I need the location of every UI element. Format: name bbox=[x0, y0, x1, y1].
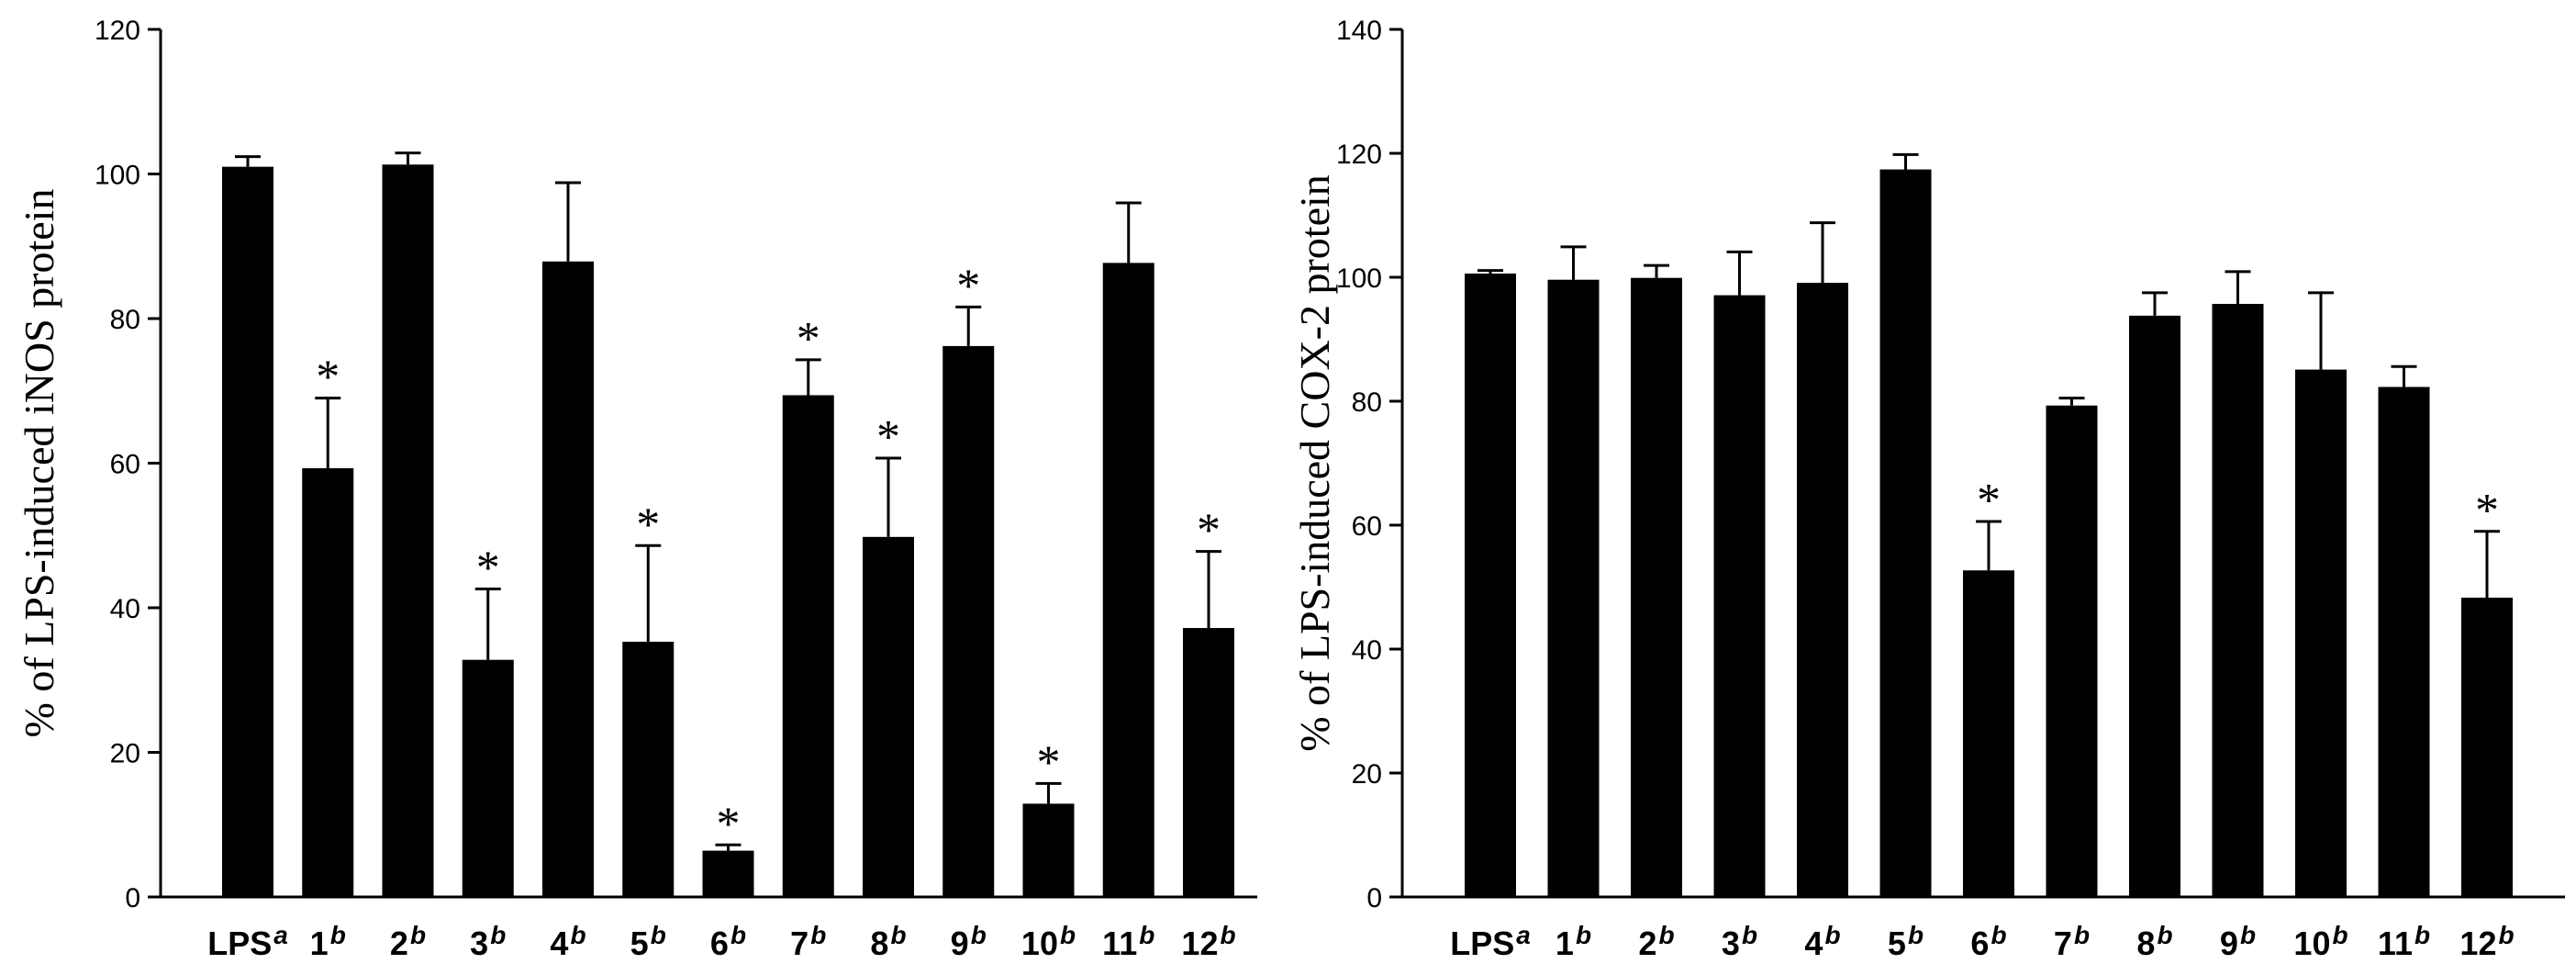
x-tick-label: 8b bbox=[2136, 921, 2172, 962]
bar bbox=[2046, 405, 2098, 898]
panel-inos: 0 20 40 60 80 100 120 % of LPS-induced iNOS pro… bbox=[16, 16, 1257, 962]
x-tick-label: 11b bbox=[1102, 921, 1154, 962]
x-tick-label: 3b bbox=[1722, 921, 1757, 962]
bar bbox=[2378, 387, 2430, 898]
bar bbox=[1631, 277, 1682, 897]
bar bbox=[863, 536, 914, 897]
x-tick-label: 9b bbox=[951, 921, 987, 962]
bar bbox=[2212, 304, 2264, 897]
significance-marker: * bbox=[636, 499, 660, 551]
x-tick-label: 6b bbox=[710, 921, 746, 962]
significance-marker: * bbox=[876, 411, 900, 464]
bar bbox=[542, 261, 594, 898]
bar bbox=[1465, 273, 1516, 897]
x-tick-label: 12b bbox=[1181, 921, 1235, 962]
bar bbox=[1022, 803, 1075, 897]
x-tick-label: 4b bbox=[1804, 921, 1840, 962]
significance-marker: * bbox=[1977, 475, 2001, 527]
y-tick-label: 100 bbox=[95, 161, 140, 191]
bar bbox=[942, 345, 995, 897]
bar bbox=[1797, 283, 1848, 897]
x-tick-label: 9b bbox=[2220, 921, 2256, 962]
x-tick-label: 3b bbox=[470, 921, 506, 962]
y-tick-label: 120 bbox=[1336, 140, 1382, 170]
bar bbox=[382, 164, 434, 897]
x-tick-label: 2b bbox=[1638, 921, 1674, 962]
y-tick-label: 0 bbox=[1366, 883, 1382, 913]
x-tick-label: 1b bbox=[1556, 921, 1591, 962]
x-tick-label: 11b bbox=[2378, 921, 2430, 962]
y-tick-label: 60 bbox=[1352, 511, 1382, 542]
significance-marker: * bbox=[717, 798, 741, 850]
bar bbox=[302, 468, 354, 897]
significance-marker: * bbox=[316, 352, 340, 404]
x-tick-label: LPSa bbox=[1450, 921, 1531, 962]
x-tick-label: 10b bbox=[1021, 921, 1076, 962]
x-tick-label: 10b bbox=[2293, 921, 2347, 962]
bar bbox=[1102, 263, 1154, 897]
significance-marker: * bbox=[1197, 505, 1221, 557]
x-tick-label: 7b bbox=[2054, 921, 2090, 962]
bar bbox=[702, 850, 754, 897]
y-tick-label: 80 bbox=[110, 305, 140, 335]
x-tick-label: LPSa bbox=[207, 921, 288, 962]
bar bbox=[1879, 169, 1932, 898]
x-tick-label: 5b bbox=[1888, 921, 1924, 962]
significance-marker: * bbox=[476, 543, 500, 595]
bar bbox=[2129, 315, 2180, 898]
x-tick-label: 4b bbox=[550, 921, 585, 962]
bar bbox=[1547, 279, 1600, 897]
y-tick-label: 100 bbox=[1336, 263, 1382, 294]
x-tick-label: 7b bbox=[790, 921, 826, 962]
y-tick-label: 0 bbox=[125, 883, 140, 913]
bar bbox=[1183, 628, 1234, 897]
bar bbox=[782, 395, 834, 898]
panel-cox2: 0 20 40 60 80 100 120 140 % of LPS-induced COX-2… bbox=[1291, 16, 2565, 962]
significance-marker: * bbox=[797, 313, 820, 365]
y-tick-label: 140 bbox=[1336, 16, 1382, 46]
x-tick-label: 1b bbox=[310, 921, 346, 962]
bar bbox=[2295, 369, 2347, 897]
y-tick-label: 40 bbox=[1352, 635, 1382, 666]
y-tick-label: 80 bbox=[1352, 387, 1382, 418]
x-tick-label: 8b bbox=[870, 921, 906, 962]
y-tick-label: 20 bbox=[1352, 759, 1382, 790]
bar bbox=[2461, 597, 2513, 897]
y-axis-title: % of LPS-induced iNOS protein bbox=[16, 189, 62, 738]
bar bbox=[462, 659, 514, 897]
y-tick-label: 60 bbox=[110, 450, 140, 480]
bar bbox=[222, 166, 273, 897]
y-axis-title: % of LPS-induced COX-2 protein bbox=[1291, 174, 1338, 752]
x-tick-label: 12b bbox=[2459, 921, 2514, 962]
significance-marker: * bbox=[1037, 736, 1061, 789]
y-tick-label: 120 bbox=[95, 16, 140, 46]
x-tick-label: 2b bbox=[390, 921, 426, 962]
x-tick-label: 6b bbox=[1970, 921, 2006, 962]
y-tick-label: 40 bbox=[110, 594, 140, 624]
bar bbox=[1963, 570, 2014, 897]
significance-marker: * bbox=[2475, 485, 2499, 537]
x-tick-label: 5b bbox=[630, 921, 666, 962]
bar bbox=[1713, 295, 1766, 897]
bar bbox=[622, 642, 675, 897]
y-tick-label: 20 bbox=[110, 739, 140, 769]
significance-marker: * bbox=[956, 260, 980, 312]
